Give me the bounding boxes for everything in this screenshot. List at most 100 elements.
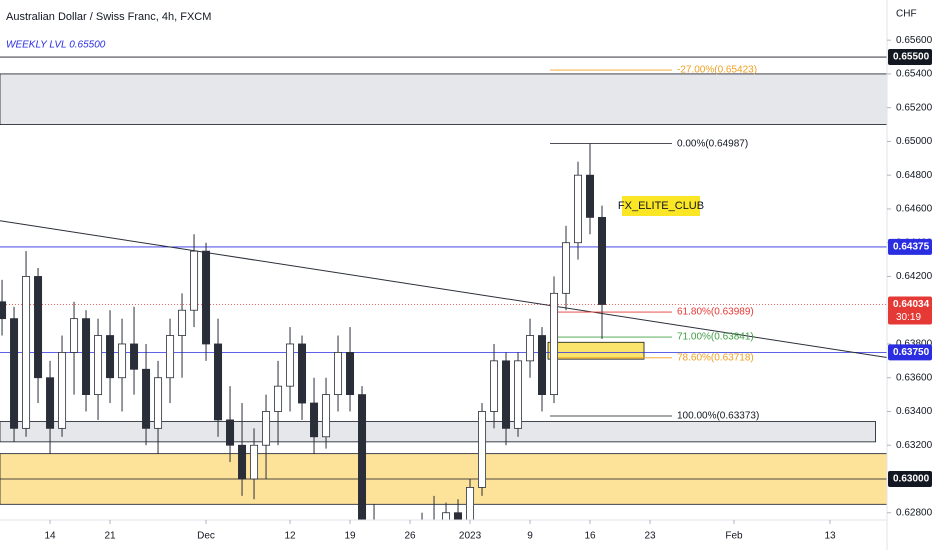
y-tick-label: 0.65000 [896, 136, 932, 147]
x-tick-label: 2023 [459, 531, 482, 542]
candle-body [202, 250, 211, 345]
candle-body [598, 216, 607, 305]
x-tick-label: 14 [44, 531, 56, 542]
y-tick-label: 0.63600 [896, 372, 932, 383]
candle-body [142, 368, 151, 429]
candle-body [562, 242, 571, 294]
x-tick-label: Feb [725, 531, 743, 542]
candle-body [370, 521, 377, 546]
candle-body [310, 402, 319, 438]
zone [0, 421, 877, 443]
candle-body [406, 543, 413, 550]
x-tick-label: 23 [644, 531, 656, 542]
x-tick-label: 12 [284, 531, 296, 542]
candle-body [214, 343, 223, 421]
candle-body [358, 394, 367, 520]
candle-body [154, 377, 163, 429]
candle-body [478, 411, 487, 488]
candle-body [286, 343, 295, 387]
currency: CHF [896, 9, 917, 20]
candle-body [70, 318, 79, 353]
candle-body [262, 411, 271, 446]
y-tick-label: 0.63800 [896, 339, 932, 350]
fib-label: 0.00%(0.64987) [677, 138, 748, 149]
annotation: FX_ELITE_CLUB [618, 200, 704, 212]
y-tick-label: 0.65400 [896, 69, 932, 80]
x-tick-label: Dec [197, 531, 215, 542]
candle-body [178, 309, 187, 336]
zone [547, 341, 645, 360]
candle-body [298, 343, 307, 404]
x-tick-label: 16 [584, 531, 596, 542]
y-tick-label: 0.64200 [896, 271, 932, 282]
price-badge [888, 344, 932, 361]
fib-label: 61.80%(0.63989) [677, 307, 754, 318]
trendline [0, 220, 887, 358]
candle-body [10, 318, 19, 429]
candle-body [418, 521, 425, 550]
plot-area: -27.00%(0.65423) 0.00%(0.64987) 61.80%(0.6… [0, 56, 887, 550]
candle-body [22, 276, 31, 429]
candle-body [574, 174, 583, 244]
candle-body [430, 521, 437, 529]
y-tick-label: 0.64600 [896, 204, 932, 215]
candle-body [274, 385, 283, 412]
price-badge [888, 296, 932, 325]
x-tick-label: 26 [404, 531, 416, 542]
candle-body [238, 444, 247, 480]
candle-body [250, 444, 259, 480]
price-badge [888, 470, 932, 487]
candle-body [118, 343, 127, 379]
candle-body [526, 335, 535, 362]
x-tick-label: 19 [344, 531, 356, 542]
price-badge [888, 49, 932, 66]
candle-body [82, 318, 91, 395]
price-badge-label: 0.64375 [893, 242, 930, 253]
candle-body [514, 360, 523, 429]
candle-body [190, 250, 199, 311]
candle-body [130, 343, 139, 370]
price-badge-label: 0.64034 [893, 299, 930, 310]
chart-title: Australian Dollar / Swiss Franc, 4h, FXC… [6, 11, 211, 23]
candle-body [394, 543, 401, 550]
fib-label: -27.00%(0.65423) [677, 65, 757, 76]
candle-body [466, 487, 475, 520]
candle-body [382, 546, 389, 550]
price-badge-label: 0.63000 [893, 474, 930, 485]
candle-body [106, 335, 115, 379]
candle-body [346, 352, 355, 395]
price-badge-label: 0.63750 [893, 347, 930, 358]
fib-label: 100.00%(0.63373) [677, 411, 759, 422]
x-tick-label: 13 [824, 531, 836, 542]
price-badge [888, 238, 932, 255]
x-tick-label: 9 [527, 531, 533, 542]
candle-body [502, 360, 511, 429]
y-tick-label: 0.64800 [896, 170, 932, 181]
candle-body [226, 419, 235, 446]
subtitle: WEEKLY LVL 0.65500 [6, 40, 106, 51]
fib-label: 78.60%(0.63718) [677, 352, 754, 363]
y-tick-label: 0.65200 [896, 102, 932, 113]
y-tick-label: 0.65600 [896, 35, 932, 46]
y-tick-label: 0.63400 [896, 406, 932, 417]
candle-body [322, 394, 331, 438]
candle-body [538, 335, 547, 395]
candle-body [46, 377, 55, 429]
candle-body [334, 352, 343, 395]
candle-body [550, 292, 559, 395]
fib-label: 71.00%(0.63841) [677, 332, 754, 343]
candle-body [442, 512, 451, 520]
candle-body [166, 335, 175, 379]
candle-body [586, 174, 595, 218]
countdown: 30:19 [896, 312, 921, 323]
candle-body [58, 352, 67, 429]
annotation-box [622, 196, 700, 216]
candle-body [0, 301, 7, 320]
candle-body [454, 512, 463, 520]
candle-body [490, 360, 499, 412]
y-tick-label: 0.63200 [896, 440, 932, 451]
y-tick-label: 0.62800 [896, 507, 932, 518]
candle-body [34, 276, 43, 379]
candle-body [94, 335, 103, 395]
